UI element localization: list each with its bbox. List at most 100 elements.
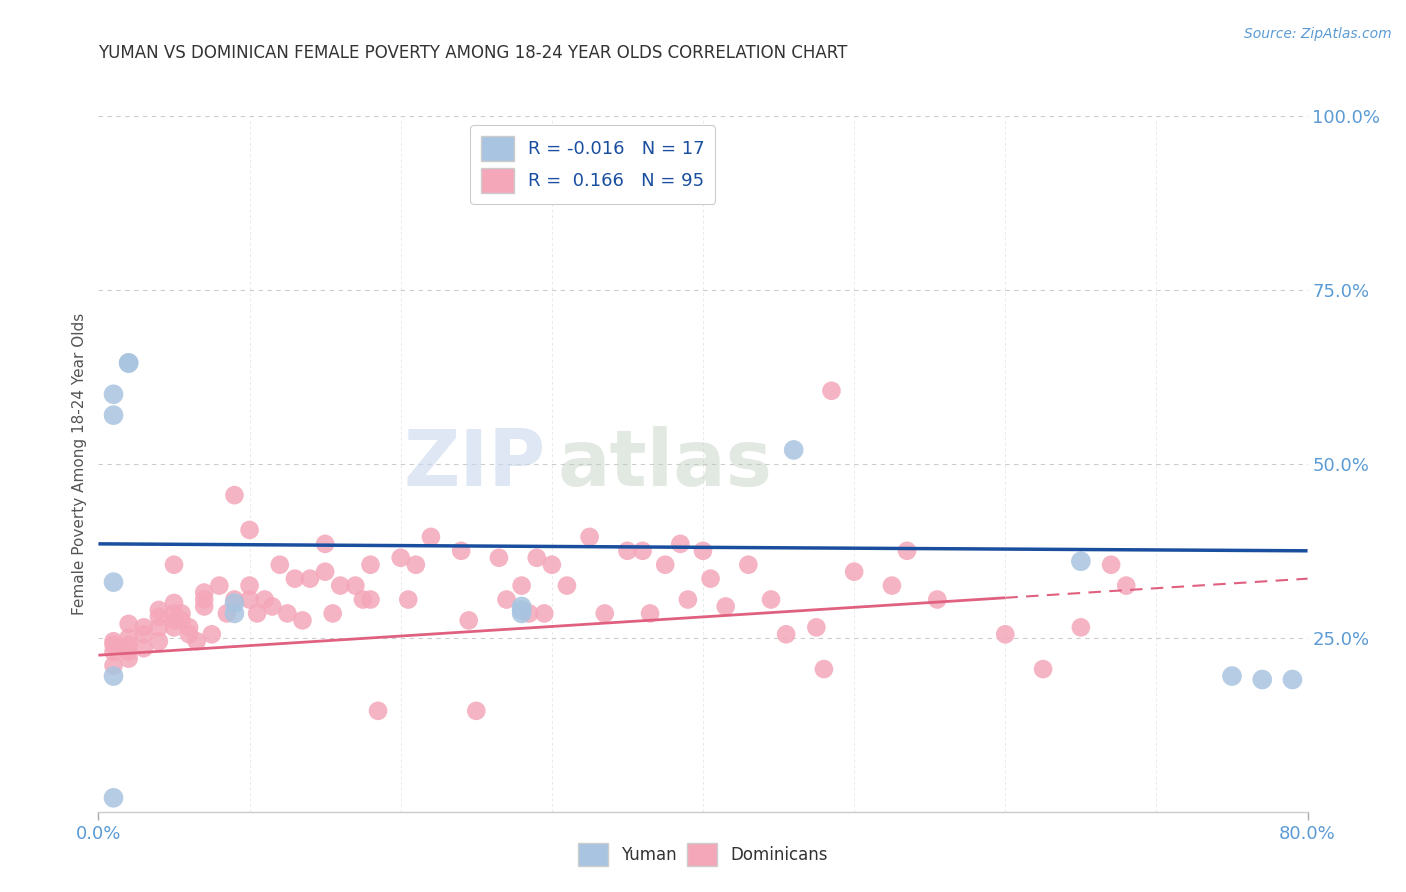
Point (118, 616, 141, 631)
Point (208, 578, 231, 592)
Point (1115, 578, 1137, 592)
Point (367, 704, 389, 718)
Point (193, 592, 215, 607)
Point (103, 645, 125, 659)
Point (578, 530, 600, 544)
Point (896, 544, 918, 558)
Point (148, 620, 170, 634)
Point (118, 645, 141, 659)
Point (699, 572, 721, 586)
Point (1070, 620, 1092, 634)
Point (163, 607, 186, 621)
Point (179, 627, 201, 641)
Point (759, 592, 782, 607)
Point (676, 592, 699, 607)
Y-axis label: Female Poverty Among 18-24 Year Olds: Female Poverty Among 18-24 Year Olds (72, 313, 87, 615)
Point (163, 596, 186, 610)
Point (1099, 558, 1122, 572)
Point (420, 530, 443, 544)
Point (820, 384, 842, 398)
Point (239, 523, 262, 537)
Point (669, 537, 692, 551)
Point (517, 607, 540, 621)
Point (510, 578, 533, 592)
Point (224, 488, 246, 502)
Point (163, 614, 186, 628)
Point (148, 634, 170, 648)
Point (103, 575, 125, 590)
Point (132, 620, 155, 634)
Point (396, 592, 419, 607)
Point (163, 620, 186, 634)
Point (510, 599, 533, 614)
Point (253, 592, 276, 607)
Point (148, 603, 170, 617)
Point (163, 558, 186, 572)
Point (488, 550, 510, 565)
Point (269, 558, 291, 572)
Point (284, 572, 307, 586)
Text: ZIP: ZIP (404, 425, 546, 502)
Point (103, 408, 125, 422)
Point (616, 544, 638, 558)
Point (148, 610, 170, 624)
Point (322, 607, 344, 621)
Point (540, 558, 562, 572)
Point (526, 550, 548, 565)
Point (118, 631, 141, 645)
Legend: Yuman, Dominicans: Yuman, Dominicans (571, 836, 835, 873)
Point (927, 592, 949, 607)
Point (844, 565, 866, 579)
Point (103, 658, 125, 673)
Point (360, 558, 382, 572)
Point (495, 592, 517, 607)
Text: YUMAN VS DOMINICAN FEMALE POVERTY AMONG 18-24 YEAR OLDS CORRELATION CHART: YUMAN VS DOMINICAN FEMALE POVERTY AMONG … (98, 45, 848, 62)
Point (179, 620, 201, 634)
Point (783, 442, 806, 457)
Point (1032, 662, 1054, 676)
Point (510, 603, 533, 617)
Text: atlas: atlas (558, 425, 773, 502)
Point (450, 544, 472, 558)
Point (193, 599, 215, 614)
Point (103, 790, 125, 805)
Point (239, 578, 262, 592)
Point (239, 592, 262, 607)
Point (224, 607, 246, 621)
Point (638, 607, 661, 621)
Point (103, 634, 125, 648)
Point (813, 662, 835, 676)
Point (246, 607, 269, 621)
Point (465, 704, 488, 718)
Text: Source: ZipAtlas.com: Source: ZipAtlas.com (1244, 27, 1392, 41)
Point (1220, 669, 1243, 683)
Point (593, 607, 616, 621)
Point (555, 578, 578, 592)
Point (352, 592, 374, 607)
Point (1281, 673, 1303, 687)
Point (201, 627, 224, 641)
Point (631, 544, 654, 558)
Point (405, 558, 427, 572)
Point (654, 558, 676, 572)
Point (291, 614, 314, 628)
Point (880, 578, 903, 592)
Point (737, 558, 759, 572)
Point (118, 356, 141, 370)
Point (510, 607, 533, 621)
Point (344, 578, 367, 592)
Point (692, 544, 714, 558)
Point (118, 356, 141, 370)
Point (457, 614, 479, 628)
Point (132, 627, 155, 641)
Point (1070, 554, 1092, 568)
Point (775, 627, 797, 641)
Point (170, 614, 193, 628)
Point (1251, 673, 1274, 687)
Point (118, 638, 141, 652)
Point (132, 641, 155, 656)
Point (118, 651, 141, 665)
Point (533, 607, 555, 621)
Point (389, 550, 412, 565)
Point (193, 585, 215, 599)
